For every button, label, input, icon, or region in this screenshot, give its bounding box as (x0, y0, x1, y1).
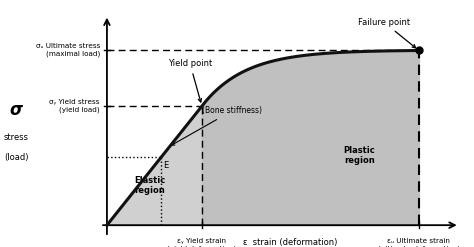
Text: σ: σ (10, 101, 23, 119)
Text: σᵤ Ultimate stress
(maximal load): σᵤ Ultimate stress (maximal load) (36, 43, 100, 58)
Text: Plastic
region: Plastic region (343, 146, 375, 165)
Text: (Bone stiffness): (Bone stiffness) (172, 106, 262, 145)
Text: Elastic
region: Elastic region (134, 176, 165, 195)
Text: Yield point: Yield point (168, 59, 212, 102)
Text: εᵧ Yield strain
(yield deformation): εᵧ Yield strain (yield deformation) (167, 239, 237, 247)
Text: εᵤ Ultimate strain
(ultimate deformation): εᵤ Ultimate strain (ultimate deformation… (378, 239, 460, 247)
Text: Failure point: Failure point (358, 18, 416, 48)
Text: E: E (164, 161, 169, 170)
Text: (load): (load) (4, 153, 28, 162)
Text: σᵧ Yield stress
(yield load): σᵧ Yield stress (yield load) (49, 99, 100, 113)
Text: stress: stress (4, 133, 29, 142)
Text: ε  strain (deformation): ε strain (deformation) (243, 239, 337, 247)
